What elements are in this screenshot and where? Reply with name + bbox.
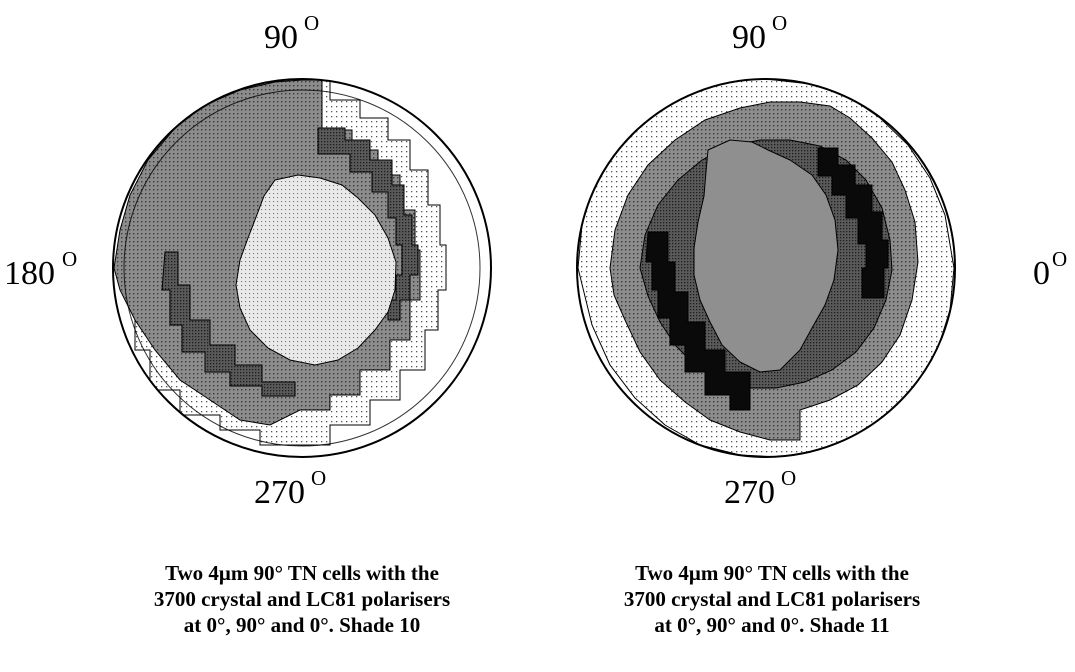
right-angle-bottom-label: 270 <box>724 474 775 511</box>
left-caption-line-3: at 0°, 90° and 0°. Shade 10 <box>184 613 420 637</box>
right-caption-line-3: at 0°, 90° and 0°. Shade 11 <box>654 613 889 637</box>
right-outer-circle <box>576 78 956 458</box>
right-angle-top-label: 90 <box>732 19 766 56</box>
left-angle-bottom-degree: O <box>311 466 326 490</box>
left-angle-top-degree: O <box>304 11 319 35</box>
left-inner-circle <box>123 89 481 447</box>
left-dark-arc-lower <box>161 251 296 397</box>
left-caption-line-2: 3700 crystal and LC81 polarisers <box>154 587 450 611</box>
left-caption-line-1: Two 4μm 90° TN cells with the <box>165 561 439 585</box>
right-angle-right-label: 0 <box>1033 255 1050 292</box>
left-dark-arc-upper <box>317 127 419 321</box>
right-gray-center <box>693 139 839 373</box>
left-angle-left-degree: O <box>62 247 77 271</box>
right-black-arc-lower <box>645 231 751 411</box>
right-black-arc-upper <box>817 147 889 299</box>
left-light-center <box>235 174 397 366</box>
left-angle-left-label: 180 <box>4 255 55 292</box>
left-angle-bottom-label: 270 <box>254 474 305 511</box>
right-caption-line-1: Two 4μm 90° TN cells with the <box>635 561 909 585</box>
right-caption-line-2: 3700 crystal and LC81 polarisers <box>624 587 920 611</box>
right-angle-top-degree: O <box>772 11 787 35</box>
left-angle-top-label: 90 <box>264 19 298 56</box>
right-polar-diagram: 90 O 0 O 270 O Two 4μm 90° TN cells with… <box>576 11 1067 637</box>
left-outer-circle <box>112 78 492 458</box>
right-angle-right-degree: O <box>1052 247 1067 271</box>
right-angle-bottom-degree: O <box>781 466 796 490</box>
left-polar-diagram: 90 O 180 O 270 O Two 4μm 90° TN cells wi… <box>4 11 492 637</box>
